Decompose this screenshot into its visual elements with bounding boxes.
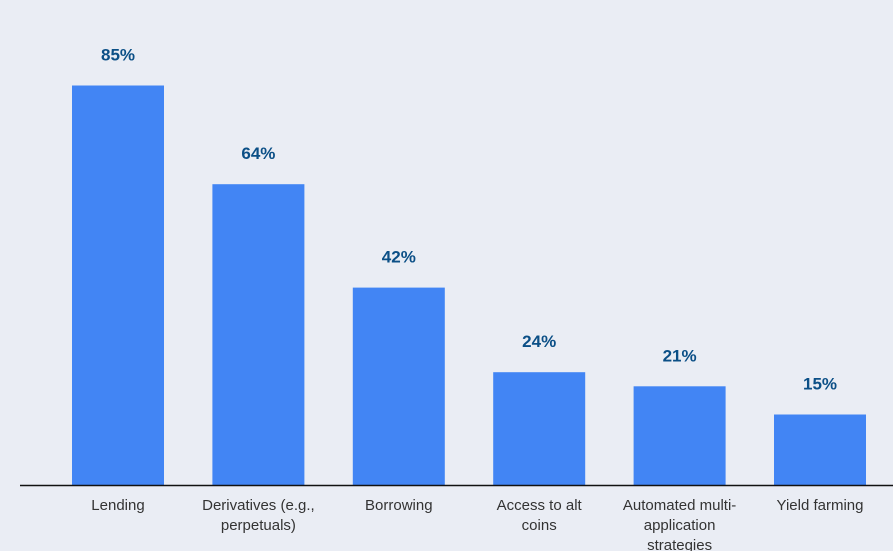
value-label-1: 64% bbox=[241, 144, 275, 163]
category-labels-layer: Lending Derivatives (e.g., perpetuals) Borr… bbox=[91, 497, 863, 551]
category-label-line: Borrowing bbox=[365, 497, 433, 514]
category-label-line: Lending bbox=[91, 497, 144, 514]
category-label-line: application bbox=[644, 517, 716, 534]
value-label-5: 15% bbox=[803, 375, 837, 394]
category-label-line: strategies bbox=[647, 537, 712, 551]
category-label-line: Access to alt bbox=[497, 497, 583, 514]
value-label-4: 21% bbox=[663, 346, 697, 365]
category-label-line: coins bbox=[522, 517, 557, 534]
category-label-4: Automated multi-application strategies bbox=[623, 497, 736, 551]
category-label-1: Derivatives (e.g., perpetuals) bbox=[202, 497, 315, 534]
value-label-2: 42% bbox=[382, 248, 416, 267]
category-label-5: Yield farming bbox=[777, 497, 864, 514]
value-label-0: 85% bbox=[101, 46, 135, 65]
category-label-line: Derivatives (e.g., bbox=[202, 497, 315, 514]
bar-2 bbox=[352, 287, 445, 485]
bar-3 bbox=[493, 372, 586, 485]
value-label-3: 24% bbox=[522, 332, 556, 351]
bar-0 bbox=[72, 85, 164, 485]
category-label-2: Borrowing bbox=[365, 497, 433, 514]
category-label-3: Access to alt coins bbox=[497, 497, 583, 534]
category-label-0: Lending bbox=[91, 497, 144, 514]
bar-1 bbox=[212, 184, 305, 485]
category-label-line: perpetuals) bbox=[221, 517, 296, 534]
bars-layer bbox=[72, 85, 866, 485]
value-labels-layer: 85% 64% 42% 24% 21% 15% bbox=[101, 46, 837, 394]
category-label-line: Yield farming bbox=[777, 497, 864, 514]
bar-4 bbox=[633, 386, 726, 485]
category-label-line: Automated multi- bbox=[623, 497, 736, 514]
bar-5 bbox=[774, 414, 866, 485]
